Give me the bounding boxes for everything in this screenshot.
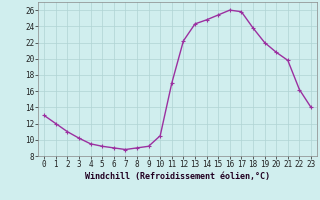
- X-axis label: Windchill (Refroidissement éolien,°C): Windchill (Refroidissement éolien,°C): [85, 172, 270, 181]
